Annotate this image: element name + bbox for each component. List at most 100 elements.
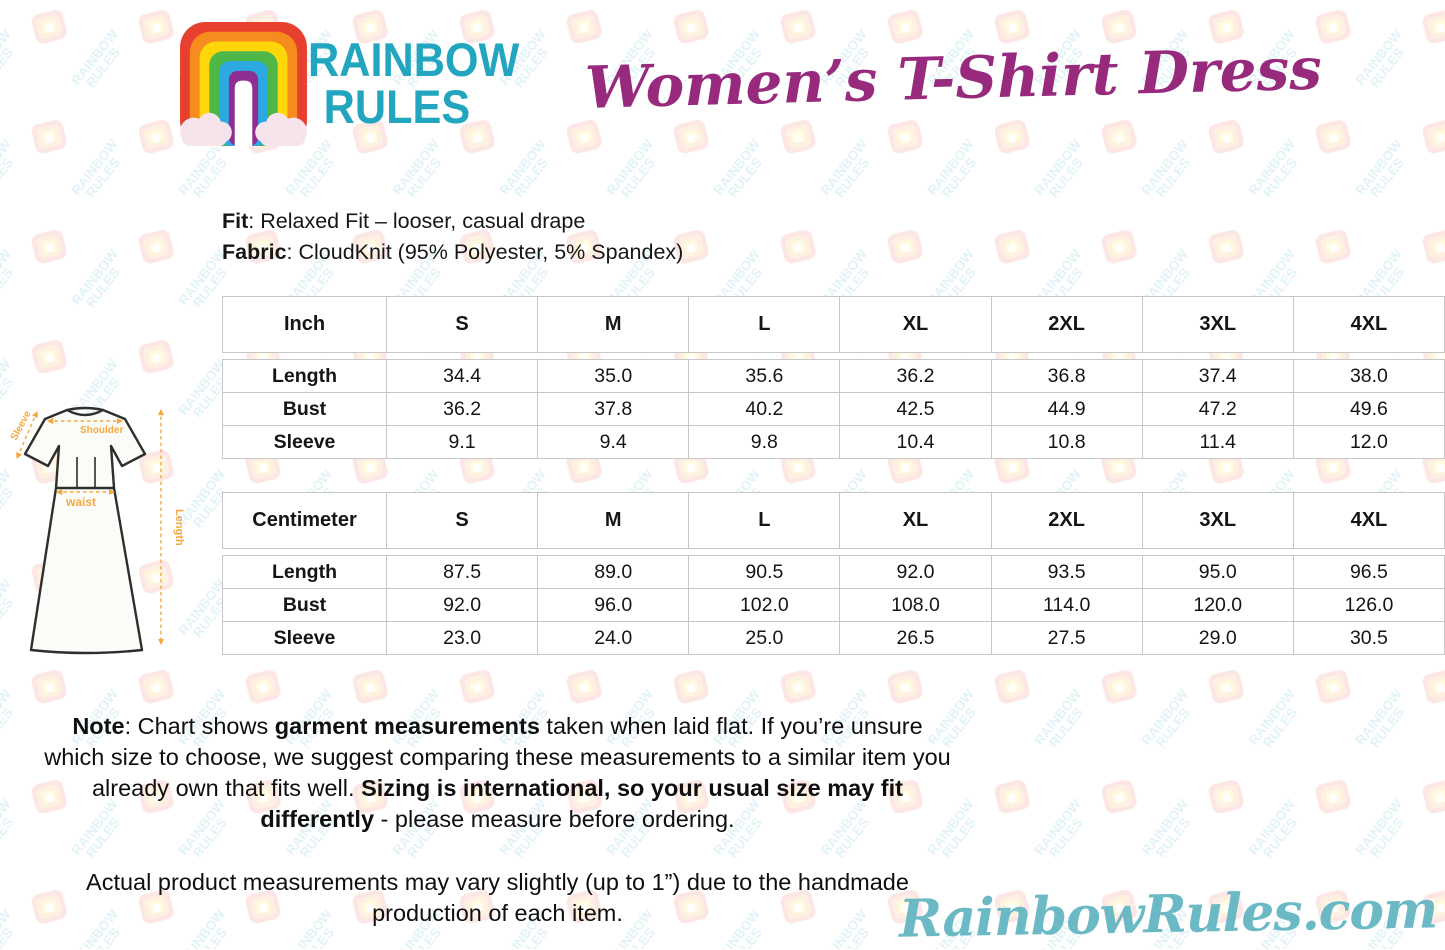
row-label-cell: Bust: [222, 392, 387, 426]
waist-label: waist: [65, 495, 96, 509]
value-cell: 29.0: [1141, 621, 1294, 655]
shoulder-label: Shoulder: [80, 425, 123, 436]
value-cell: 9.1: [385, 425, 539, 459]
size-header-cell: XL: [839, 492, 992, 549]
length-label: Length: [173, 509, 185, 546]
cloud-right: [255, 112, 307, 146]
size-header-cell: S: [385, 296, 539, 353]
value-cell: 108.0: [839, 588, 992, 622]
row-label-cell: Sleeve: [222, 425, 387, 459]
note-text: - please measure before ordering.: [374, 806, 735, 832]
value-cell: 92.0: [385, 588, 539, 622]
brand-line2: RULES: [323, 80, 471, 133]
size-header-cell: 4XL: [1292, 296, 1445, 353]
size-header-cell: 2XL: [990, 492, 1143, 549]
sizing-note: Note: Chart shows garment measurements t…: [40, 711, 955, 835]
value-cell: 9.4: [537, 425, 690, 459]
size-header-cell: 4XL: [1292, 492, 1445, 549]
value-cell: 30.5: [1292, 621, 1445, 655]
unit-header-cell: Inch: [222, 296, 387, 353]
value-cell: 10.8: [990, 425, 1143, 459]
dress-measurement-diagram: Shoulder Sleeve waist Length: [9, 406, 185, 655]
unit-header-cell: Centimeter: [222, 492, 387, 549]
value-cell: 102.0: [688, 588, 841, 622]
fit-label: Fit: [222, 209, 249, 233]
size-table-inch-body: Length 34.4 35.0 35.6 36.2 36.8 37.4 38.…: [222, 359, 1445, 459]
table-row: Bust 36.2 37.8 40.2 42.5 44.9 47.2 49.6: [222, 392, 1445, 426]
rainbow-rules-logo: [180, 22, 307, 146]
fabric-line: Fabric: CloudKnit (95% Polyester, 5% Spa…: [222, 237, 683, 268]
value-cell: 87.5: [385, 555, 539, 589]
sleeve-label: Sleeve: [9, 409, 34, 443]
table-row: Length 87.5 89.0 90.5 92.0 93.5 95.0 96.…: [222, 555, 1445, 589]
value-cell: 34.4: [385, 359, 539, 393]
value-cell: 89.0: [537, 555, 690, 589]
value-cell: 10.4: [839, 425, 992, 459]
value-cell: 27.5: [990, 621, 1143, 655]
row-label-cell: Bust: [222, 588, 387, 622]
value-cell: 38.0: [1292, 359, 1445, 393]
fit-text: : Relaxed Fit – looser, casual drape: [248, 209, 586, 233]
note-label: Note: [72, 713, 125, 739]
value-cell: 95.0: [1141, 555, 1294, 589]
value-cell: 92.0: [839, 555, 992, 589]
value-cell: 44.9: [990, 392, 1143, 426]
value-cell: 35.0: [537, 359, 690, 393]
value-cell: 36.8: [990, 359, 1143, 393]
note-text: : Chart shows: [124, 713, 275, 739]
table-row: Inch S M L XL 2XL 3XL 4XL: [222, 296, 1445, 353]
value-cell: 37.8: [537, 392, 690, 426]
page-title: Women’s T-Shirt Dress: [584, 34, 1323, 122]
size-header-cell: L: [688, 296, 841, 353]
value-cell: 49.6: [1292, 392, 1445, 426]
value-cell: 24.0: [537, 621, 690, 655]
size-table-inch-header: Inch S M L XL 2XL 3XL 4XL: [222, 296, 1445, 353]
value-cell: 42.5: [839, 392, 992, 426]
size-table-inch: Inch S M L XL 2XL 3XL 4XL Length 34.4 35…: [222, 296, 1445, 459]
value-cell: 114.0: [990, 588, 1143, 622]
value-cell: 93.5: [990, 555, 1143, 589]
table-row: Sleeve 9.1 9.4 9.8 10.4 10.8 11.4 12.0: [222, 425, 1445, 459]
size-table-centimeter: Centimeter S M L XL 2XL 3XL 4XL Length 8…: [222, 492, 1445, 655]
sleeve-arrow: [16, 411, 38, 459]
value-cell: 11.4: [1141, 425, 1294, 459]
size-header-cell: XL: [839, 296, 992, 353]
size-header-cell: M: [537, 492, 690, 549]
rainbow-doorway: [234, 80, 253, 146]
note-text: taken when laid flat. If you’re unsure w…: [44, 713, 951, 801]
value-cell: 126.0: [1292, 588, 1445, 622]
value-cell: 25.0: [688, 621, 841, 655]
value-cell: 9.8: [688, 425, 841, 459]
size-header-cell: S: [385, 492, 539, 549]
size-header-cell: 2XL: [990, 296, 1143, 353]
cloud-left: [180, 112, 232, 146]
value-cell: 37.4: [1141, 359, 1294, 393]
measurement-disclaimer: Actual product measurements may vary sli…: [86, 869, 909, 926]
dress-outline: [23, 406, 147, 655]
fabric-label: Fabric: [222, 240, 287, 264]
table-row: Length 34.4 35.0 35.6 36.2 36.8 37.4 38.…: [222, 359, 1445, 393]
value-cell: 47.2: [1141, 392, 1294, 426]
table-row: Sleeve 23.0 24.0 25.0 26.5 27.5 29.0 30.…: [222, 621, 1445, 655]
row-label-cell: Sleeve: [222, 621, 387, 655]
value-cell: 23.0: [385, 621, 539, 655]
fabric-text: : CloudKnit (95% Polyester, 5% Spandex): [286, 240, 684, 264]
note-emphasis: garment measurements: [274, 713, 540, 739]
value-cell: 36.2: [839, 359, 992, 393]
size-header-cell: L: [688, 492, 841, 549]
website-wordmark: RainbowRules.com: [898, 879, 1438, 950]
size-header-cell: 3XL: [1141, 492, 1294, 549]
row-label-cell: Length: [222, 555, 387, 589]
table-row: Bust 92.0 96.0 102.0 108.0 114.0 120.0 1…: [222, 588, 1445, 622]
size-header-cell: 3XL: [1141, 296, 1294, 353]
value-cell: 120.0: [1141, 588, 1294, 622]
size-header-cell: M: [537, 296, 690, 353]
value-cell: 40.2: [688, 392, 841, 426]
measurement-arrows: [16, 408, 165, 646]
value-cell: 35.6: [688, 359, 841, 393]
value-cell: 96.0: [537, 588, 690, 622]
fit-line: Fit: Relaxed Fit – looser, casual drape: [222, 206, 683, 237]
brand-line1: RAINBOW: [308, 33, 520, 86]
size-table-cm-body: Length 87.5 89.0 90.5 92.0 93.5 95.0 96.…: [222, 555, 1445, 655]
value-cell: 36.2: [385, 392, 539, 426]
